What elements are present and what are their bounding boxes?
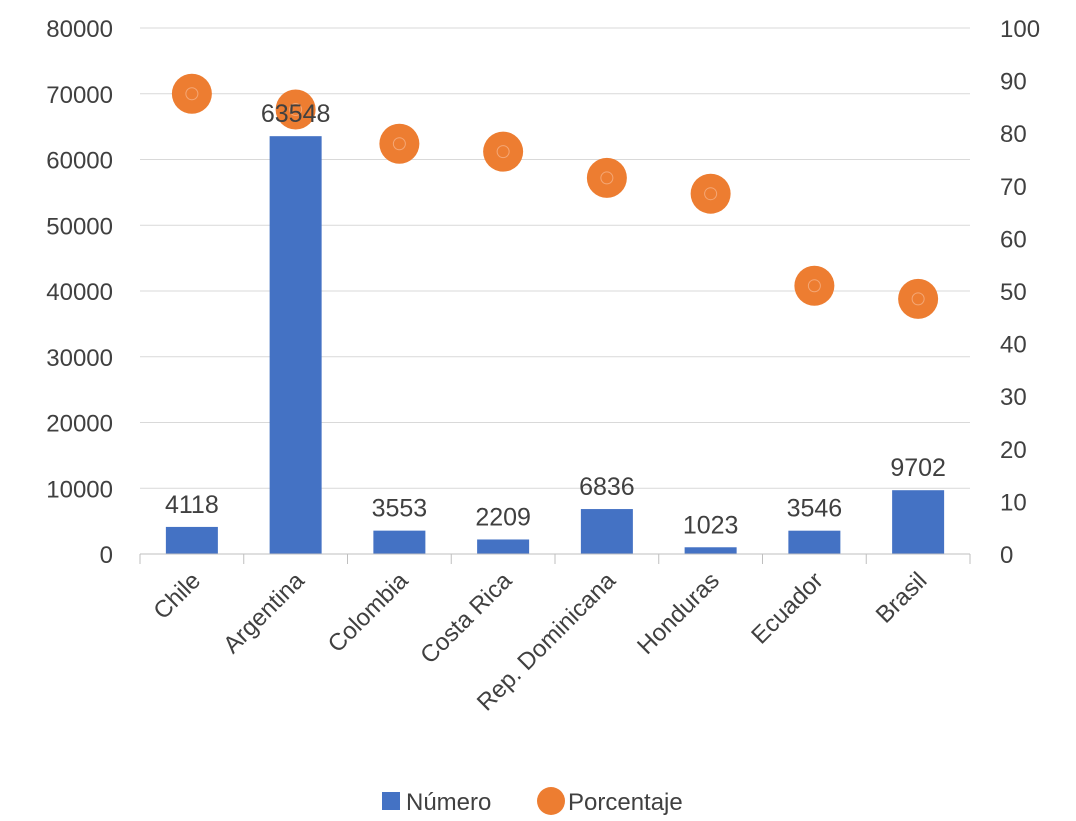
bar bbox=[684, 547, 737, 554]
y-left-tick-label: 80000 bbox=[46, 16, 113, 43]
y-left-tick-label: 70000 bbox=[46, 82, 113, 109]
y-right-tick-label: 50 bbox=[1000, 279, 1027, 306]
x-category-label: Colombia bbox=[323, 567, 414, 658]
scatter-point bbox=[275, 89, 316, 130]
scatter-point-marker bbox=[392, 137, 406, 151]
bar-data-label: 4118 bbox=[165, 491, 219, 519]
y-right-tick-label: 0 bbox=[1000, 542, 1013, 569]
bar-data-label: 9702 bbox=[890, 454, 946, 482]
x-category-label: Honduras bbox=[632, 567, 725, 660]
scatter-point-marker bbox=[911, 292, 925, 306]
y-right-tick-label: 80 bbox=[1000, 121, 1027, 148]
bar bbox=[892, 490, 945, 554]
y-left-tick-label: 20000 bbox=[46, 411, 113, 438]
legend-label-numero: Número bbox=[406, 789, 491, 816]
bar bbox=[165, 526, 218, 554]
y-right-tick-label: 70 bbox=[1000, 174, 1027, 201]
y-right-tick-label: 10 bbox=[1000, 489, 1027, 516]
scatter-point-marker bbox=[496, 145, 510, 159]
y-left-tick-label: 30000 bbox=[46, 345, 113, 372]
bar-data-label: 3553 bbox=[372, 495, 428, 523]
scatter-point-marker bbox=[185, 87, 199, 101]
y-right-tick-label: 100 bbox=[1000, 16, 1040, 43]
scatter-point-marker bbox=[600, 171, 614, 185]
bar bbox=[788, 530, 841, 554]
data-labels: 4118 63548 3553 2209 6836 1023 3546 9702 bbox=[165, 100, 946, 539]
y-right-tick-label: 90 bbox=[1000, 69, 1027, 96]
bar bbox=[477, 539, 530, 554]
y-right-tick-label: 30 bbox=[1000, 384, 1027, 411]
bar-data-label: 63548 bbox=[261, 100, 331, 128]
scatter-point bbox=[171, 73, 212, 114]
y-left-tick-label: 60000 bbox=[46, 148, 113, 175]
scatter-point bbox=[483, 131, 524, 172]
scatter-point bbox=[794, 265, 835, 306]
y-right-tick-label: 20 bbox=[1000, 437, 1027, 464]
bar-data-label: 3546 bbox=[787, 495, 843, 523]
legend-swatch-numero bbox=[382, 792, 400, 810]
x-category-label: Costa Rica bbox=[415, 567, 518, 670]
bar-data-label: 1023 bbox=[683, 511, 739, 539]
x-category-label: Argentina bbox=[218, 567, 310, 659]
bar-data-label: 2209 bbox=[475, 503, 531, 531]
bar bbox=[580, 509, 633, 554]
scatter-point bbox=[379, 123, 420, 164]
scatter-point-marker bbox=[289, 103, 303, 117]
y-left-tick-label: 50000 bbox=[46, 213, 113, 240]
gridlines bbox=[140, 27, 970, 489]
scatter-point bbox=[690, 173, 731, 214]
y-left-tick-label: 0 bbox=[100, 542, 113, 569]
y-right-tick-label: 40 bbox=[1000, 332, 1027, 359]
x-category-label: Ecuador bbox=[746, 567, 828, 649]
y-right-tick-label: 60 bbox=[1000, 226, 1027, 253]
bar bbox=[269, 136, 322, 554]
legend-label-porcentaje: Porcentaje bbox=[568, 789, 683, 816]
scatter-point bbox=[586, 157, 627, 198]
axes: 0 10000 20000 30000 40000 50000 60000 70000 8000… bbox=[46, 16, 1040, 716]
scatter-series-porcentaje bbox=[171, 73, 939, 319]
bar-data-label: 6836 bbox=[579, 473, 635, 501]
x-category-label: Brasil bbox=[871, 567, 933, 629]
y-left-tick-label: 40000 bbox=[46, 279, 113, 306]
x-category-label: Chile bbox=[148, 567, 206, 625]
scatter-point-marker bbox=[807, 279, 821, 293]
y-left-tick-label: 10000 bbox=[46, 476, 113, 503]
legend: Número Porcentaje bbox=[382, 787, 683, 816]
scatter-point bbox=[898, 278, 939, 319]
legend-swatch-porcentaje bbox=[537, 787, 565, 815]
bar bbox=[373, 530, 426, 554]
scatter-point-marker bbox=[704, 187, 718, 201]
bar-series-numero bbox=[165, 136, 945, 554]
